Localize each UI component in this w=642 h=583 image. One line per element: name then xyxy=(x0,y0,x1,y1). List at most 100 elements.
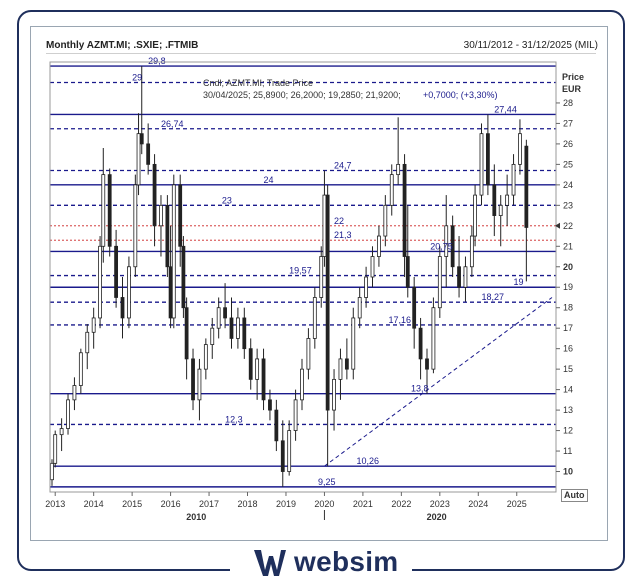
candle-body xyxy=(268,399,272,411)
x-tick-label: 2017 xyxy=(199,499,219,509)
level-label: 9,25 xyxy=(318,477,336,487)
candle-body xyxy=(518,133,522,165)
x-tick-label: 2016 xyxy=(161,499,181,509)
y-tick-label: 25 xyxy=(563,159,573,169)
candle-body xyxy=(178,184,183,247)
plot-border xyxy=(49,61,557,493)
x-tick-label: 2023 xyxy=(430,499,450,509)
candle-body xyxy=(412,286,417,329)
y-tick-label: 12 xyxy=(563,426,573,436)
x-tick-label: 2018 xyxy=(237,499,257,509)
candle-body xyxy=(274,409,279,442)
x-tick-label: 2020 xyxy=(314,499,334,509)
candle-body xyxy=(351,317,356,370)
candle-body xyxy=(300,368,304,401)
candle-body xyxy=(357,297,362,319)
candle-body xyxy=(120,297,125,319)
level-label: 26,74 xyxy=(161,119,184,129)
candle-body xyxy=(139,133,144,145)
date-range: 30/11/2012 - 31/12/2025 (MIL) xyxy=(463,40,598,51)
x-tick-label: 2025 xyxy=(507,499,527,509)
candle-body xyxy=(377,235,381,257)
candle-body xyxy=(78,352,83,386)
candle-body xyxy=(133,184,138,268)
candle-body xyxy=(152,163,157,227)
x-tick-label: 2015 xyxy=(122,499,142,509)
x-tick-label: 2019 xyxy=(276,499,296,509)
candle-body xyxy=(524,145,529,228)
y-tick-label: 22 xyxy=(563,221,573,231)
level-label: 24 xyxy=(264,175,274,185)
candle-body xyxy=(293,399,298,431)
auto-scale-button[interactable]: Auto xyxy=(561,489,588,502)
candle-body xyxy=(235,317,240,339)
level-label: 17,16 xyxy=(389,315,412,325)
y-tick-label: 13 xyxy=(563,405,573,415)
candle-body xyxy=(261,358,266,401)
candle-body xyxy=(505,194,510,206)
level-labels: 29,8 29 27,44 26,74 24,7 24 23 22 21,3 20,75 19,57… xyxy=(132,56,523,487)
candle-body xyxy=(59,428,64,436)
candle-body xyxy=(469,235,474,268)
candle-body xyxy=(216,307,221,329)
y-tick-label: 21 xyxy=(563,241,573,251)
candle-body xyxy=(364,276,369,298)
candle-body xyxy=(197,368,202,401)
y-tick-label: 10 xyxy=(563,467,573,477)
trendline xyxy=(324,297,553,467)
y-tick-label: 23 xyxy=(563,200,573,210)
y-tick-label: 17 xyxy=(563,323,573,333)
candle-body xyxy=(511,163,516,196)
candle-body xyxy=(72,385,77,401)
candle-body xyxy=(127,266,131,319)
candle-body xyxy=(402,163,407,257)
y-tick-label: 11 xyxy=(563,446,572,456)
level-label: 13,8 xyxy=(411,384,429,394)
legend-line-2: 30/04/2025; 25,8900; 26,2000; 19,2850; 2… xyxy=(203,90,401,100)
candle-body xyxy=(322,194,327,257)
candle-body xyxy=(181,245,186,309)
level-label: 10,26 xyxy=(356,456,379,466)
level-label: 22 xyxy=(334,216,344,226)
candle-body xyxy=(485,133,490,186)
candle-body xyxy=(389,174,394,206)
candle-body xyxy=(437,256,442,309)
candle-body xyxy=(280,440,285,472)
y-axis-unit: EUR xyxy=(562,84,582,94)
candle-body xyxy=(344,358,349,370)
candle-body xyxy=(203,344,208,370)
candle-body xyxy=(101,174,106,247)
y-tick-label: 18 xyxy=(563,303,573,313)
chart-title: Monthly AZMT.MI; .SXIE; .FTMIB xyxy=(46,40,199,51)
candle-body xyxy=(492,184,497,216)
header-divider xyxy=(46,53,596,54)
candle-body xyxy=(383,204,388,237)
y-tick-label: 28 xyxy=(563,98,573,108)
level-label: 23 xyxy=(222,195,232,205)
candle-body xyxy=(306,338,311,370)
candle-body xyxy=(168,266,173,319)
current-price-marker xyxy=(555,222,560,229)
level-label: 21,3 xyxy=(334,230,352,240)
candles-layer xyxy=(50,66,529,487)
candle-body xyxy=(229,317,234,339)
x-tick-label: 2014 xyxy=(84,499,104,509)
websim-brand: websim xyxy=(252,546,399,578)
candle-body xyxy=(210,327,215,345)
x-tick-label: 2013 xyxy=(45,499,65,509)
candle-body xyxy=(146,143,151,165)
candle-body xyxy=(479,133,484,196)
candle-body xyxy=(53,434,58,464)
candle-body xyxy=(498,204,503,216)
legend-change: +0,7000; (+3,30%) xyxy=(423,90,498,100)
level-label: 29 xyxy=(132,72,142,82)
candle-body xyxy=(312,297,317,339)
candle-body xyxy=(319,256,324,298)
x-tick-label: 2024 xyxy=(468,499,488,509)
level-label: 27,44 xyxy=(494,104,517,114)
y-tick-label: 14 xyxy=(563,385,573,395)
trendline-layer xyxy=(324,297,553,467)
candle-body xyxy=(255,358,260,380)
candle-body xyxy=(114,245,119,298)
